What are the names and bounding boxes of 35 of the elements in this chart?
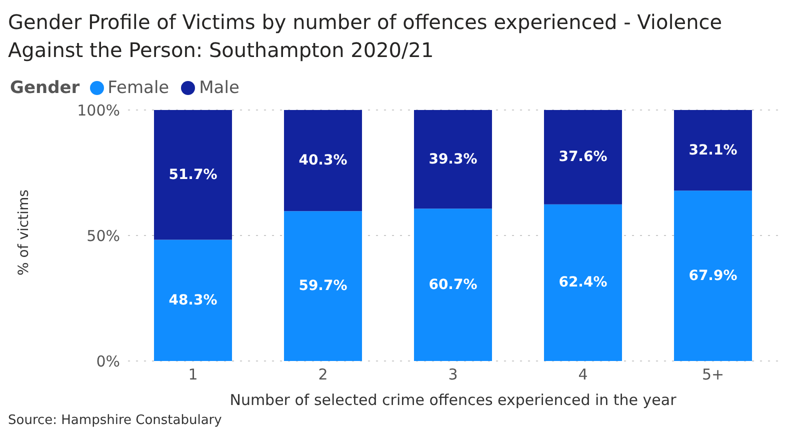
x-axis-title: Number of selected crime offences experienced in the year	[230, 391, 678, 409]
x-tick-label: 5+	[702, 366, 724, 384]
legend-title: Gender	[10, 78, 80, 98]
data-label: 60.7%	[428, 276, 478, 293]
data-label: 32.1%	[688, 142, 738, 158]
x-tick-label: 1	[188, 366, 198, 384]
data-label: 51.7%	[168, 166, 218, 183]
y-axis-title: % of victims	[16, 190, 32, 276]
data-label: 37.6%	[558, 149, 608, 166]
bar	[414, 208, 492, 361]
chart-title: Gender Profile of Victims by number of offences experienced - Violence Against the Person: Southampton 2020/21	[8, 9, 724, 64]
bar	[544, 110, 622, 204]
bar	[414, 110, 492, 209]
data-label: 40.3%	[298, 152, 348, 169]
x-tick-label: 3	[448, 366, 458, 384]
legend-label: Male	[198, 78, 240, 98]
bar	[154, 110, 232, 240]
bar	[544, 204, 622, 361]
bar	[284, 211, 362, 361]
bar	[674, 110, 752, 191]
legend-label: Female	[106, 78, 170, 98]
data-label: 59.7%	[298, 278, 348, 294]
x-tick-label: 2	[318, 366, 328, 384]
bar	[284, 110, 362, 212]
data-label: 48.3%	[168, 292, 218, 308]
bar	[154, 240, 232, 361]
x-tick-label: 4	[578, 366, 588, 384]
source-note: Source: Hampshire Constabulary	[8, 413, 223, 428]
y-tick-label: 0%	[96, 352, 120, 370]
data-label: 62.4%	[558, 274, 608, 291]
bar	[674, 190, 752, 361]
y-tick-label: 50%	[86, 226, 120, 245]
data-label: 39.3%	[428, 151, 478, 168]
y-tick-label: 100%	[77, 101, 120, 120]
data-label: 67.9%	[688, 268, 738, 284]
